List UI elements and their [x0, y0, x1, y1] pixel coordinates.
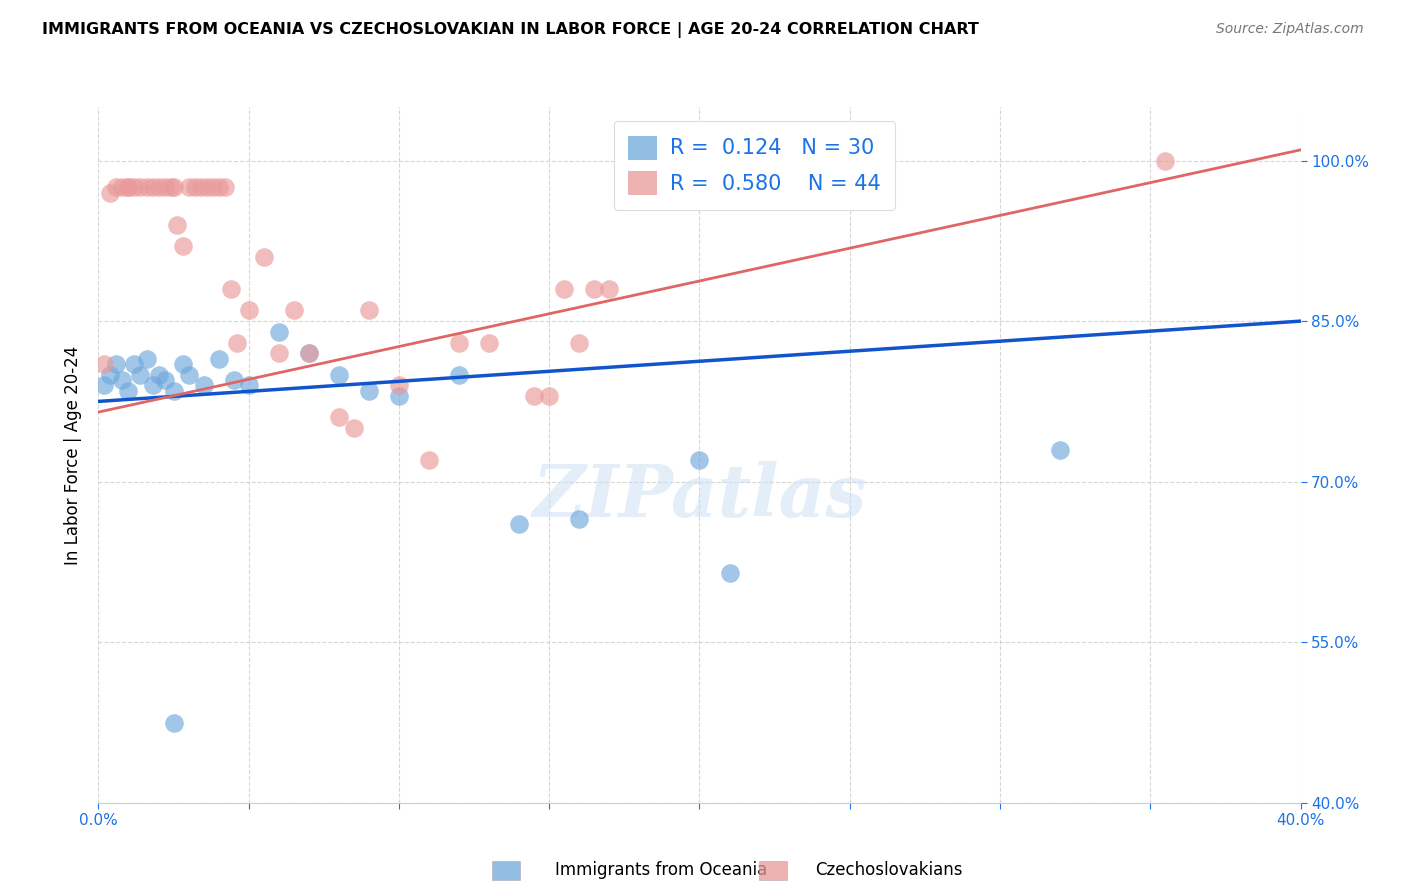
Point — [195, 180, 218, 194]
Point — [508, 517, 530, 532]
Point — [183, 180, 205, 194]
Point — [100, 368, 122, 382]
Text: ZIPatlas: ZIPatlas — [533, 461, 866, 533]
Legend: R =  0.124   N = 30, R =  0.580    N = 44: R = 0.124 N = 30, R = 0.580 N = 44 — [614, 121, 896, 210]
Point — [177, 180, 200, 194]
Point — [283, 303, 305, 318]
Point — [162, 384, 184, 398]
Point — [162, 715, 184, 730]
Point — [298, 346, 321, 360]
Point — [583, 282, 606, 296]
Point — [538, 389, 561, 403]
Point — [553, 282, 575, 296]
Point — [238, 378, 260, 392]
Point — [238, 303, 260, 318]
Point — [343, 421, 366, 435]
Point — [117, 180, 139, 194]
Point — [328, 410, 350, 425]
Text: Immigrants from Oceania: Immigrants from Oceania — [555, 861, 768, 879]
Y-axis label: In Labor Force | Age 20-24: In Labor Force | Age 20-24 — [65, 345, 83, 565]
Point — [447, 335, 470, 350]
Point — [124, 180, 146, 194]
Point — [208, 351, 231, 366]
Point — [219, 282, 242, 296]
Point — [689, 453, 711, 467]
Point — [148, 368, 170, 382]
Point — [298, 346, 321, 360]
Point — [105, 357, 128, 371]
Point — [1049, 442, 1071, 457]
Point — [141, 378, 163, 392]
Point — [568, 512, 591, 526]
Point — [267, 325, 290, 339]
Point — [93, 357, 115, 371]
Point — [222, 373, 245, 387]
Point — [100, 186, 122, 200]
Point — [225, 335, 247, 350]
Point — [105, 180, 128, 194]
Point — [388, 389, 411, 403]
Point — [129, 368, 152, 382]
Point — [214, 180, 236, 194]
Point — [153, 180, 176, 194]
Point — [111, 180, 134, 194]
Point — [598, 282, 620, 296]
Point — [172, 357, 194, 371]
Point — [328, 368, 350, 382]
Point — [135, 180, 157, 194]
Point — [148, 180, 170, 194]
Point — [124, 357, 146, 371]
Point — [153, 373, 176, 387]
Point — [177, 368, 200, 382]
Point — [267, 346, 290, 360]
Text: Source: ZipAtlas.com: Source: ZipAtlas.com — [1216, 22, 1364, 37]
Point — [357, 303, 380, 318]
Point — [478, 335, 501, 350]
Point — [190, 180, 212, 194]
Point — [718, 566, 741, 580]
Point — [1154, 153, 1177, 168]
Point — [193, 378, 215, 392]
Point — [117, 180, 139, 194]
Point — [117, 384, 139, 398]
Point — [357, 384, 380, 398]
Point — [162, 180, 184, 194]
Point — [172, 239, 194, 253]
Point — [111, 373, 134, 387]
Point — [166, 218, 188, 232]
Text: Czechoslovakians: Czechoslovakians — [815, 861, 963, 879]
Point — [159, 180, 181, 194]
Point — [141, 180, 163, 194]
Point — [129, 180, 152, 194]
Point — [568, 335, 591, 350]
Point — [135, 351, 157, 366]
Text: IMMIGRANTS FROM OCEANIA VS CZECHOSLOVAKIAN IN LABOR FORCE | AGE 20-24 CORRELATIO: IMMIGRANTS FROM OCEANIA VS CZECHOSLOVAKI… — [42, 22, 979, 38]
Point — [523, 389, 546, 403]
Point — [253, 250, 276, 264]
Point — [388, 378, 411, 392]
Point — [208, 180, 231, 194]
Point — [418, 453, 440, 467]
Point — [201, 180, 224, 194]
Point — [93, 378, 115, 392]
Point — [447, 368, 470, 382]
